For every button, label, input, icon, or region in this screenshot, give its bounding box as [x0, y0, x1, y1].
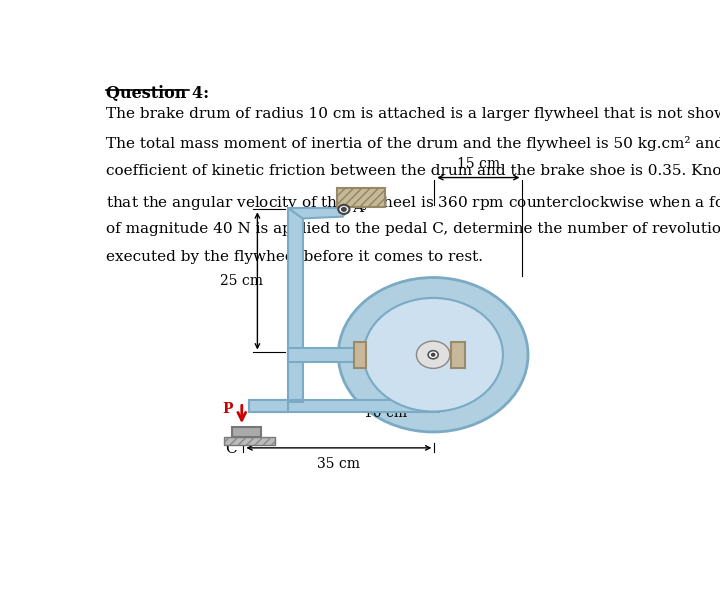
Text: B: B	[371, 335, 382, 349]
Polygon shape	[288, 208, 349, 218]
Circle shape	[364, 298, 503, 412]
Bar	[224, 437, 275, 445]
Text: The total mass moment of inertia of the drum and the flywheel is 50 kg.cm² and t: The total mass moment of inertia of the …	[106, 136, 720, 151]
Text: 10 cm: 10 cm	[364, 407, 407, 421]
Text: that the angular velocity of the flywheel is 360 rpm counterclockwise when a for: that the angular velocity of the flywhee…	[106, 193, 720, 212]
Polygon shape	[249, 399, 302, 412]
Text: 35 cm: 35 cm	[318, 457, 361, 471]
Polygon shape	[288, 208, 302, 402]
Bar	[337, 188, 384, 207]
Bar	[354, 342, 366, 368]
Circle shape	[338, 205, 349, 214]
Bar	[224, 437, 275, 445]
Bar	[451, 342, 464, 368]
Circle shape	[428, 350, 438, 359]
Polygon shape	[288, 348, 369, 362]
Text: of magnitude 40 N is applied to the pedal C, determine the number of revolutions: of magnitude 40 N is applied to the peda…	[106, 222, 720, 235]
Circle shape	[338, 277, 528, 432]
Text: The brake drum of radius 10 cm is attached is a larger flywheel that is not show: The brake drum of radius 10 cm is attach…	[106, 107, 720, 121]
Text: D: D	[474, 346, 486, 359]
Text: 25 cm: 25 cm	[220, 274, 264, 288]
Text: 15 cm: 15 cm	[456, 157, 500, 171]
Circle shape	[416, 341, 450, 368]
Text: coefficient of kinetic friction between the drum and the brake shoe is 0.35. Kno: coefficient of kinetic friction between …	[106, 165, 720, 178]
Text: C: C	[225, 442, 237, 456]
Text: Question 4:: Question 4:	[106, 86, 209, 102]
Bar	[337, 188, 384, 207]
Text: A: A	[352, 201, 364, 215]
Text: P: P	[222, 402, 233, 417]
Bar	[233, 427, 261, 437]
Text: executed by the flywheel before it comes to rest.: executed by the flywheel before it comes…	[106, 250, 482, 264]
Circle shape	[342, 208, 346, 211]
Circle shape	[431, 353, 435, 356]
Polygon shape	[249, 399, 438, 412]
